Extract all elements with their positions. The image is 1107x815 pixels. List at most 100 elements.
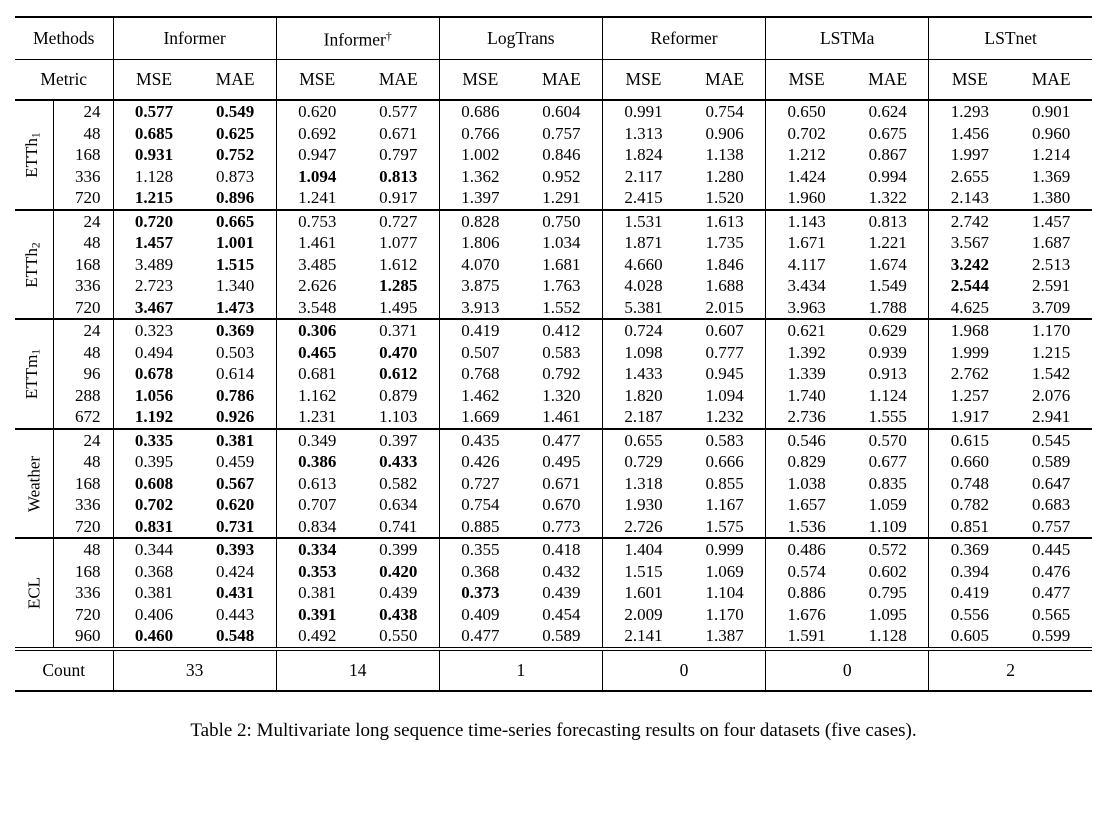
value-cell: 1.380 (1032, 188, 1071, 208)
group-ecl: ECL 48 0.344 0.393 0.334 0.399 0.355 0.418 1.404… (15, 538, 1092, 649)
value-cell: 0.391 (298, 604, 337, 624)
value-cell: 0.426 (461, 452, 500, 472)
value-cell: 0.867 (847, 144, 930, 166)
value-cell: 0.729 (624, 452, 663, 472)
value-cell: 1.257 (950, 385, 989, 405)
value-cell: 1.824 (624, 145, 663, 165)
value-cell: 3.963 (787, 297, 826, 317)
value-cell: 0.939 (847, 341, 930, 364)
value-cell: 1.241 (298, 188, 337, 208)
value-cell: 0.692 (298, 123, 337, 143)
dataset-label-etth1: ETTh1 (15, 100, 54, 210)
value-cell: 0.454 (520, 603, 603, 626)
value-cell: 2.513 (1032, 254, 1071, 274)
value-cell: 1.542 (1032, 364, 1071, 384)
value-cell: 1.999 (950, 342, 989, 362)
value-cell: 1.657 (787, 495, 826, 515)
value-cell: 0.795 (847, 582, 930, 604)
value-cell: 0.599 (1032, 626, 1071, 646)
horizon-cell: 48 (53, 538, 114, 561)
value-cell: 0.851 (950, 516, 989, 536)
value-cell: 2.726 (624, 516, 663, 536)
horizon-cell: 24 (53, 100, 114, 123)
subscript: 1 (29, 132, 43, 139)
value-cell: 0.369 (950, 540, 989, 560)
value-cell: 2.626 (298, 276, 337, 296)
value-cell: 0.670 (520, 494, 603, 516)
value-cell: 0.334 (298, 540, 337, 560)
value-cell: 0.621 (787, 321, 826, 341)
table-row: 168 3.489 1.515 3.485 1.612 4.070 1.681 4.660 1.… (15, 253, 1092, 276)
value-cell: 0.671 (357, 122, 440, 145)
mae-header: MAE (520, 59, 603, 101)
value-cell: 0.660 (950, 452, 989, 472)
table-row: 720 1.215 0.896 1.241 0.917 1.397 1.291 2.415 1.… (15, 187, 1092, 210)
horizon-cell: 168 (53, 144, 114, 166)
group-ettm1: ETTm1 24 0.323 0.369 0.306 0.371 0.419 0.412 0.7… (15, 319, 1092, 429)
value-cell: 0.855 (684, 472, 767, 495)
value-cell: 3.467 (134, 297, 174, 317)
value-cell: 0.683 (1032, 495, 1071, 515)
value-cell: 0.702 (787, 123, 826, 143)
value-cell: 1.575 (684, 515, 767, 539)
horizon-cell: 168 (53, 472, 114, 495)
value-cell: 0.612 (357, 363, 440, 385)
value-cell: 1.515 (624, 561, 663, 581)
value-cell: 1.221 (847, 232, 930, 254)
value-cell: 0.608 (134, 473, 174, 493)
value-cell: 0.381 (134, 583, 174, 603)
value-cell: 0.773 (520, 515, 603, 539)
table-row: ECL 48 0.344 0.393 0.334 0.399 0.355 0.418 1.404… (15, 538, 1092, 649)
value-cell: 0.727 (357, 209, 440, 233)
count-cell: 0 (602, 648, 767, 692)
horizon-cell: 720 (53, 187, 114, 210)
subscript: 2 (29, 241, 43, 248)
value-cell: 0.666 (684, 451, 767, 473)
value-cell: 0.686 (461, 102, 500, 122)
value-cell: 1.001 (194, 232, 277, 254)
horizon-cell: 24 (53, 319, 114, 342)
value-cell: 0.757 (520, 122, 603, 145)
value-cell: 2.723 (134, 276, 174, 296)
value-cell: 1.038 (787, 473, 826, 493)
table-header: Methods Informer Informer† LogTrans Reformer… (15, 17, 1092, 101)
value-cell: 1.034 (520, 232, 603, 254)
value-cell: 0.766 (461, 123, 500, 143)
paper-page: Methods Informer Informer† LogTrans Reformer… (15, 0, 1092, 752)
value-cell: 0.495 (520, 451, 603, 473)
value-cell: 1.763 (520, 275, 603, 297)
value-cell: 0.424 (194, 560, 277, 583)
value-cell: 4.028 (624, 276, 663, 296)
value-cell: 2.076 (1032, 385, 1071, 405)
value-cell: 0.550 (357, 625, 440, 649)
value-cell: 0.896 (194, 187, 277, 210)
value-cell: 1.167 (684, 494, 767, 516)
value-cell: 1.461 (520, 406, 603, 429)
value-cell: 0.465 (298, 342, 337, 362)
mae-header: MAE (357, 59, 440, 101)
value-cell: 0.731 (194, 515, 277, 539)
value-cell: 0.879 (357, 384, 440, 407)
value-cell: 1.340 (194, 275, 277, 297)
value-cell: 1.740 (787, 385, 826, 405)
group-weather: Weather 24 0.335 0.381 0.349 0.397 0.435 0.477 0… (15, 428, 1092, 539)
count-cell: 0 (765, 648, 930, 692)
value-cell: 1.143 (787, 211, 826, 231)
value-cell: 3.434 (787, 276, 826, 296)
value-cell: 4.660 (624, 254, 663, 274)
value-cell: 0.620 (194, 494, 277, 516)
value-cell: 0.439 (357, 582, 440, 604)
value-cell: 0.583 (520, 341, 603, 364)
value-cell: 0.768 (461, 364, 500, 384)
value-cell: 1.612 (357, 253, 440, 276)
value-cell: 1.094 (684, 384, 767, 407)
value-cell: 2.742 (950, 211, 989, 231)
value-cell: 1.059 (847, 494, 930, 516)
value-cell: 1.362 (461, 166, 500, 186)
value-cell: 0.873 (194, 165, 277, 188)
method-header-informer: Informer (113, 17, 277, 60)
table-row: ETTh1 24 0.577 0.549 0.620 0.577 0.686 0.604 0.9… (15, 100, 1092, 210)
value-cell: 0.577 (134, 102, 174, 122)
value-cell: 1.669 (461, 407, 500, 427)
value-cell: 0.476 (1032, 561, 1071, 581)
